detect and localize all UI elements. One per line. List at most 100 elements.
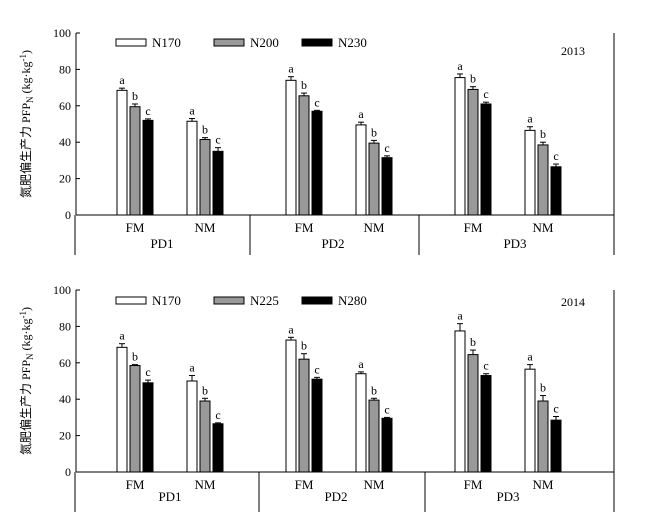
significance-letter: c	[215, 133, 220, 147]
significance-letter: a	[527, 350, 533, 364]
significance-letter: c	[314, 362, 319, 376]
group-label: PD3	[503, 236, 526, 251]
chart-panel-2014: 0 20 40 60 80 100 氮肥偏生产力 PFPN (kg·kg-1) N170 N22…	[18, 283, 615, 512]
significance-letter: a	[358, 357, 364, 371]
bar	[186, 120, 198, 216]
significance-letter: b	[202, 123, 208, 137]
bar	[467, 354, 479, 473]
bar	[142, 119, 154, 216]
significance-letter: c	[483, 359, 488, 373]
significance-letter: b	[371, 383, 377, 397]
significance-letter: a	[189, 361, 195, 375]
significance-letter: c	[215, 408, 220, 422]
y-axis-label-part: (kg·kg	[19, 318, 33, 353]
bar	[311, 110, 323, 216]
bar	[298, 95, 310, 216]
significance-letter: b	[470, 72, 476, 86]
bar	[199, 400, 211, 473]
bar	[142, 382, 154, 473]
y-tick-label: 80	[59, 62, 71, 76]
bar	[212, 150, 224, 216]
y-tick-label: 40	[59, 135, 71, 149]
y-axis-label-part: 氮肥偏生产力 PFP	[18, 360, 33, 455]
bar	[368, 142, 380, 216]
legend-swatch-N225	[213, 296, 245, 305]
y-tick-label: 0	[65, 465, 71, 479]
category-label: NM	[533, 477, 554, 492]
y-tick-label: 20	[59, 172, 71, 186]
y-axis-label-part: )	[19, 307, 33, 311]
y-axis-label-part: 氮肥偏生产力 PFP	[18, 103, 33, 198]
bar	[480, 375, 492, 473]
group-label: PD2	[324, 489, 347, 504]
bar	[298, 358, 310, 473]
group-label: PD3	[496, 489, 519, 504]
significance-letter: a	[119, 73, 125, 87]
y-axis-label-part: N	[25, 96, 35, 103]
legend-label: N170	[152, 35, 181, 50]
y-tick-label: 20	[59, 429, 71, 443]
bar	[199, 138, 211, 216]
bar	[524, 368, 536, 473]
bar	[454, 330, 466, 473]
significance-letter: c	[145, 365, 150, 379]
bar	[311, 378, 323, 473]
y-tick-label: 100	[53, 283, 71, 297]
bar	[550, 166, 562, 216]
bar	[537, 144, 549, 216]
significance-letter: b	[132, 350, 138, 364]
significance-letter: a	[119, 329, 125, 343]
y-tick-label: 60	[59, 99, 71, 113]
legend-swatch-N200	[213, 38, 245, 47]
y-tick-label: 40	[59, 392, 71, 406]
bar	[116, 89, 128, 216]
bar	[129, 106, 141, 216]
bar	[129, 365, 141, 473]
category-label: NM	[195, 477, 216, 492]
significance-letter: a	[288, 322, 294, 336]
category-label: FM	[295, 220, 314, 235]
bar	[368, 399, 380, 473]
bar	[381, 417, 393, 473]
group-label: PD1	[150, 236, 173, 251]
significance-letter: b	[301, 339, 307, 353]
significance-letter: b	[202, 383, 208, 397]
legend-label: N280	[338, 293, 367, 308]
bar	[355, 373, 367, 473]
bar	[285, 339, 297, 473]
significance-letter: b	[470, 335, 476, 349]
y-axis-label: 氮肥偏生产力 PFPN (kg·kg-1)	[18, 307, 35, 455]
category-label: FM	[126, 220, 145, 235]
bar	[355, 124, 367, 216]
bar	[480, 103, 492, 216]
significance-letter: c	[553, 401, 558, 415]
category-label: NM	[533, 220, 554, 235]
bar	[454, 77, 466, 216]
significance-letter: c	[314, 95, 319, 109]
significance-letter: c	[145, 104, 150, 118]
significance-letter: b	[540, 127, 546, 141]
bar	[285, 79, 297, 216]
significance-letter: a	[288, 62, 294, 76]
year-label: 2014	[561, 295, 585, 309]
y-axis-label: 氮肥偏生产力 PFPN (kg·kg-1)	[18, 50, 35, 198]
category-label: FM	[464, 220, 483, 235]
significance-letter: a	[358, 107, 364, 121]
y-tick-label: 60	[59, 356, 71, 370]
y-axis-label-part: -1	[18, 311, 28, 319]
significance-letter: a	[457, 309, 463, 323]
y-axis-label-part: N	[25, 353, 35, 360]
significance-letter: b	[540, 381, 546, 395]
y-axis-label-part: -1	[18, 54, 28, 62]
y-tick-label: 80	[59, 319, 71, 333]
category-label: FM	[126, 477, 145, 492]
bar	[550, 419, 562, 473]
group-label: PD2	[321, 236, 344, 251]
category-label: NM	[195, 220, 216, 235]
legend-label: N230	[338, 35, 367, 50]
bar	[537, 400, 549, 473]
bar	[186, 380, 198, 473]
significance-letter: c	[384, 402, 389, 416]
